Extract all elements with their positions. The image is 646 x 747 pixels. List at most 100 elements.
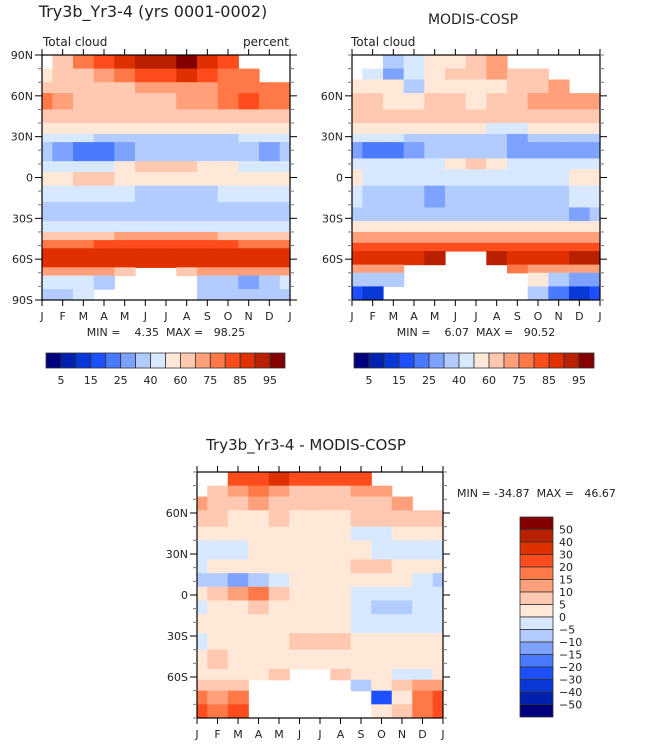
model-contour-cell — [248, 142, 260, 162]
diff-contour-cell — [381, 668, 393, 681]
model-contour-cell — [197, 93, 208, 111]
model-contour-cell — [197, 82, 208, 94]
obs-colorbar-swatch — [518, 352, 535, 369]
model-contour-cell — [248, 231, 260, 241]
diff-contour-cell — [422, 586, 434, 602]
obs-contour-cell — [362, 79, 374, 94]
diff-contour-cell — [412, 559, 424, 574]
obs-contour-cell — [434, 79, 446, 94]
diff-contour-cell — [227, 586, 239, 602]
diff-contour-cell — [330, 614, 342, 634]
diff-contour-cell — [381, 600, 393, 615]
diff-contour-cell — [402, 496, 413, 511]
model-contour-cell — [73, 172, 84, 187]
diff-contour-cell — [227, 510, 239, 528]
diff-contour-cell — [432, 600, 443, 615]
model-contour-cell — [207, 133, 219, 143]
diff-xtick-label: J — [297, 728, 301, 741]
obs-contour-cell — [455, 158, 467, 170]
model-contour-cell — [114, 221, 126, 233]
diff-contour-cell — [402, 510, 413, 528]
obs-contour-cell — [558, 251, 570, 266]
model-contour-cell — [186, 82, 198, 94]
obs-contour-cell — [362, 251, 374, 266]
diff-contour-cell — [227, 614, 239, 634]
diff-contour-cell — [258, 472, 270, 487]
diff-contour-cell — [197, 668, 208, 681]
obs-contour-cell — [507, 231, 518, 244]
obs-colorbar-swatch — [488, 352, 505, 369]
model-contour-cell — [238, 248, 250, 268]
obs-contour-cell — [424, 251, 436, 266]
diff-contour-cell — [248, 526, 260, 541]
diff-contour-cell — [217, 649, 229, 670]
diff-contour-cell — [340, 649, 352, 670]
model-contour-cell — [155, 123, 167, 135]
obs-contour-cell — [558, 264, 570, 274]
obs-contour-cell — [393, 231, 405, 244]
model-colorbar-swatch — [269, 352, 286, 369]
obs-contour-cell — [424, 55, 436, 70]
diff-colorbar-swatch — [519, 704, 554, 718]
model-contour-cell — [124, 123, 136, 135]
model-contour-cell — [248, 68, 260, 83]
diff-contour-cell — [381, 573, 393, 588]
model-contour-cell — [197, 275, 208, 290]
diff-contour-cell — [412, 540, 424, 561]
obs-contour-cell — [434, 93, 446, 111]
obs-contour-cell — [455, 169, 467, 187]
obs-contour-cell — [476, 93, 487, 111]
diff-contour-cell — [381, 586, 393, 602]
obs-xtick-label: A — [410, 310, 418, 323]
obs-contour-cell — [517, 68, 529, 81]
model-contour-cell — [124, 55, 136, 70]
model-contour-cell — [155, 161, 167, 173]
obs-contour-cell — [496, 79, 508, 94]
model-contour-cell — [166, 133, 177, 143]
obs-xtick-label: N — [555, 310, 563, 323]
model-contour-cell — [155, 142, 167, 162]
model-contour-cell — [197, 231, 208, 241]
obs-contour-cell — [393, 123, 405, 135]
diff-contour-cell — [207, 614, 219, 634]
obs-contour-cell — [517, 123, 529, 135]
model-contour-cell — [73, 248, 84, 268]
obs-xtick-label: J — [453, 310, 457, 323]
model-contour-cell — [269, 221, 281, 233]
obs-contour-cell — [476, 158, 487, 170]
model-contour-cell — [217, 142, 229, 162]
obs-contour-cell — [414, 79, 425, 94]
obs-contour-cell — [352, 221, 363, 233]
obs-contour-cell — [393, 158, 405, 170]
obs-contour-cell — [362, 286, 374, 300]
obs-contour-cell — [517, 242, 529, 252]
model-contour-cell — [207, 142, 219, 162]
obs-contour-cell — [507, 79, 518, 94]
obs-colorbar-label: 25 — [422, 374, 436, 387]
model-contour-cell — [186, 55, 198, 70]
model-contour-cell — [279, 82, 290, 94]
diff-contour-cell — [371, 510, 383, 528]
model-ytick-label: 30S — [12, 212, 33, 225]
diff-contour-cell — [340, 633, 352, 651]
model-contour-cell — [93, 240, 105, 249]
model-contour-cell — [269, 231, 281, 241]
diff-contour-cell — [432, 633, 443, 651]
diff-contour-cell — [371, 668, 383, 681]
obs-colorbar-swatch — [368, 352, 385, 369]
model-contour-cell — [145, 123, 157, 135]
diff-contour-cell — [309, 526, 321, 541]
obs-colorbar-label: 40 — [452, 374, 466, 387]
obs-contour-cell — [414, 242, 425, 252]
model-contour-cell — [186, 267, 198, 277]
model-contour-cell — [238, 109, 250, 124]
model-contour-cell — [104, 248, 115, 268]
diff-contour-cell — [371, 485, 383, 498]
obs-contour-cell — [538, 231, 549, 244]
diff-contour-cell — [227, 668, 239, 681]
diff-contour-cell — [340, 614, 352, 634]
model-contour-cell — [166, 123, 177, 135]
obs-contour-cell — [424, 221, 436, 233]
obs-contour-cell — [424, 93, 436, 111]
obs-xtick-label: A — [493, 310, 501, 323]
